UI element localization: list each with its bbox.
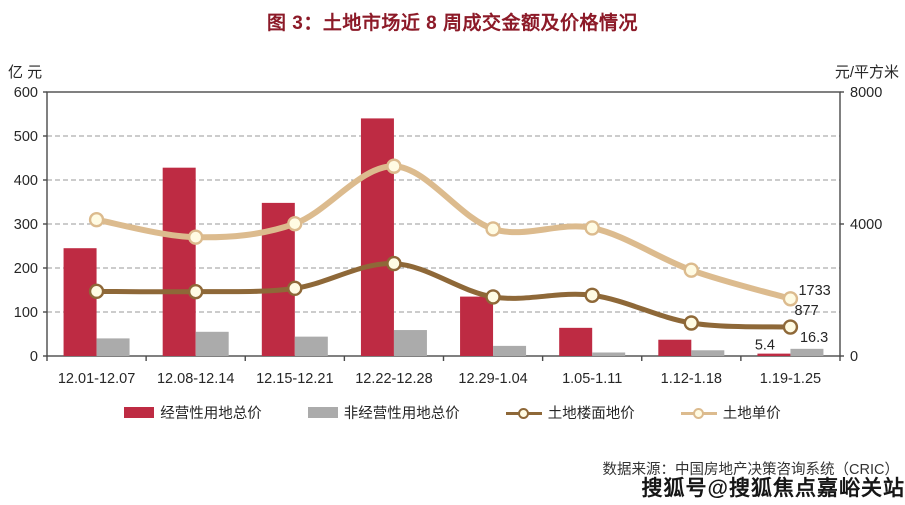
chart-title: 图 3：土地市场近 8 周成交金额及价格情况 — [267, 13, 638, 34]
watermark-text: 搜狐号@搜狐焦点嘉峪关站 — [641, 477, 905, 500]
svg-text:1.19-1.25: 1.19-1.25 — [760, 371, 821, 387]
red-bar-swatch-icon — [124, 407, 155, 418]
svg-text:16.3: 16.3 — [800, 330, 828, 346]
svg-text:12.22-12.28: 12.22-12.28 — [355, 371, 432, 387]
svg-text:12.08-12.14: 12.08-12.14 — [157, 371, 234, 387]
legend-item-nonoperational-land: 非经营性用地总价 — [307, 402, 460, 423]
svg-text:1.05-1.11: 1.05-1.11 — [562, 371, 622, 387]
svg-text:12.15-12.21: 12.15-12.21 — [256, 371, 333, 387]
svg-text:100: 100 — [14, 305, 38, 321]
svg-text:300: 300 — [14, 217, 38, 233]
chart-canvas: 亿 元 元/平方米 0 100 200 300 400 500 600 0 4000 8000 12.0… — [8, 64, 899, 387]
svg-text:200: 200 — [14, 261, 38, 277]
legend-item-operational-land: 经营性用地总价 — [124, 402, 262, 423]
svg-text:1733: 1733 — [798, 283, 830, 299]
svg-text:400: 400 — [14, 173, 38, 189]
data-source-text: 数据来源：中国房地产决策咨询系统（CRIC） — [602, 462, 899, 478]
svg-text:877: 877 — [794, 303, 818, 319]
gray-bar-swatch-icon — [307, 407, 338, 418]
svg-text:12.01-12.07: 12.01-12.07 — [58, 371, 135, 387]
svg-text:1.12-1.18: 1.12-1.18 — [661, 371, 722, 387]
legend-label: 非经营性用地总价 — [343, 406, 460, 422]
svg-text:0: 0 — [30, 349, 38, 365]
chart-legend: 经营性用地总价 非经营性用地总价 土地楼面地价 土地单价 — [0, 402, 905, 423]
dark-line-marker-icon — [505, 407, 542, 419]
svg-text:12.29-1.04: 12.29-1.04 — [458, 371, 527, 387]
svg-text:5.4: 5.4 — [755, 338, 775, 354]
legend-label: 土地单价 — [722, 406, 781, 422]
legend-label: 经营性用地总价 — [160, 406, 262, 422]
light-line-marker-icon — [680, 407, 717, 419]
legend-item-floor-price: 土地楼面地价 — [505, 402, 635, 423]
svg-text:亿 元: 亿 元 — [8, 64, 42, 81]
legend-item-unit-price: 土地单价 — [680, 402, 781, 423]
svg-text:4000: 4000 — [850, 217, 882, 233]
svg-text:元/平方米: 元/平方米 — [835, 64, 899, 81]
svg-text:500: 500 — [14, 129, 38, 145]
svg-text:0: 0 — [850, 349, 858, 365]
svg-text:600: 600 — [14, 85, 38, 101]
legend-label: 土地楼面地价 — [547, 406, 635, 422]
svg-text:8000: 8000 — [850, 85, 882, 101]
